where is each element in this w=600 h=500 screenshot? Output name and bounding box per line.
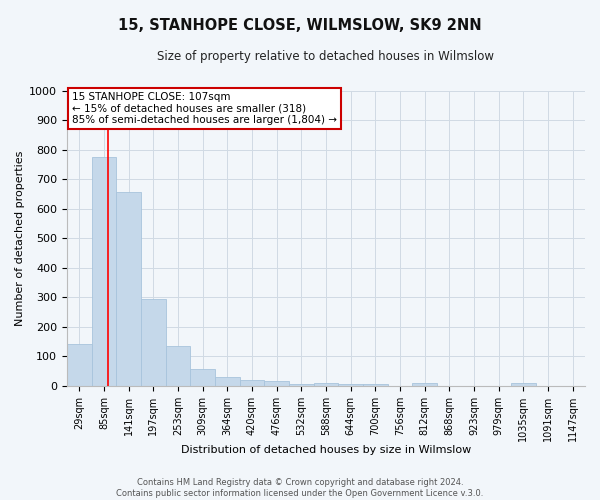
Bar [141, 298, 166, 386]
Bar [215, 378, 239, 386]
Bar [511, 384, 536, 386]
Bar [67, 344, 92, 386]
Bar [92, 157, 116, 386]
Bar [363, 384, 388, 386]
Title: Size of property relative to detached houses in Wilmslow: Size of property relative to detached ho… [157, 50, 494, 63]
Bar [166, 346, 190, 386]
Bar [412, 384, 437, 386]
Bar [338, 384, 363, 386]
X-axis label: Distribution of detached houses by size in Wilmslow: Distribution of detached houses by size … [181, 445, 471, 455]
Y-axis label: Number of detached properties: Number of detached properties [15, 150, 25, 326]
Bar [116, 192, 141, 386]
Text: Contains HM Land Registry data © Crown copyright and database right 2024.
Contai: Contains HM Land Registry data © Crown c… [116, 478, 484, 498]
Bar [190, 369, 215, 386]
Bar [264, 382, 289, 386]
Bar [239, 380, 264, 386]
Text: 15, STANHOPE CLOSE, WILMSLOW, SK9 2NN: 15, STANHOPE CLOSE, WILMSLOW, SK9 2NN [118, 18, 482, 32]
Bar [289, 384, 314, 386]
Bar [314, 384, 338, 386]
Text: 15 STANHOPE CLOSE: 107sqm
← 15% of detached houses are smaller (318)
85% of semi: 15 STANHOPE CLOSE: 107sqm ← 15% of detac… [72, 92, 337, 125]
